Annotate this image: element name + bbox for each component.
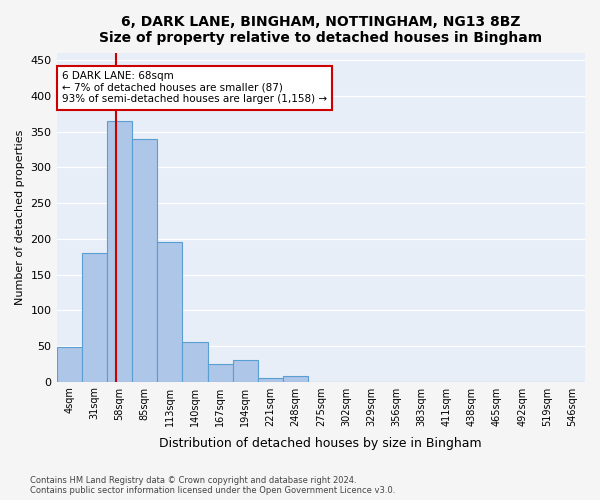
Bar xyxy=(157,242,182,382)
Y-axis label: Number of detached properties: Number of detached properties xyxy=(15,130,25,305)
Bar xyxy=(182,342,208,382)
Bar xyxy=(132,139,157,382)
Bar xyxy=(82,253,107,382)
Bar xyxy=(208,364,233,382)
Bar xyxy=(233,360,258,382)
Text: 6 DARK LANE: 68sqm
← 7% of detached houses are smaller (87)
93% of semi-detached: 6 DARK LANE: 68sqm ← 7% of detached hous… xyxy=(62,71,327,104)
Bar xyxy=(107,121,132,382)
Bar xyxy=(56,348,82,382)
X-axis label: Distribution of detached houses by size in Bingham: Distribution of detached houses by size … xyxy=(160,437,482,450)
Bar xyxy=(283,376,308,382)
Text: Contains HM Land Registry data © Crown copyright and database right 2024.
Contai: Contains HM Land Registry data © Crown c… xyxy=(30,476,395,495)
Title: 6, DARK LANE, BINGHAM, NOTTINGHAM, NG13 8BZ
Size of property relative to detache: 6, DARK LANE, BINGHAM, NOTTINGHAM, NG13 … xyxy=(99,15,542,45)
Bar xyxy=(258,378,283,382)
